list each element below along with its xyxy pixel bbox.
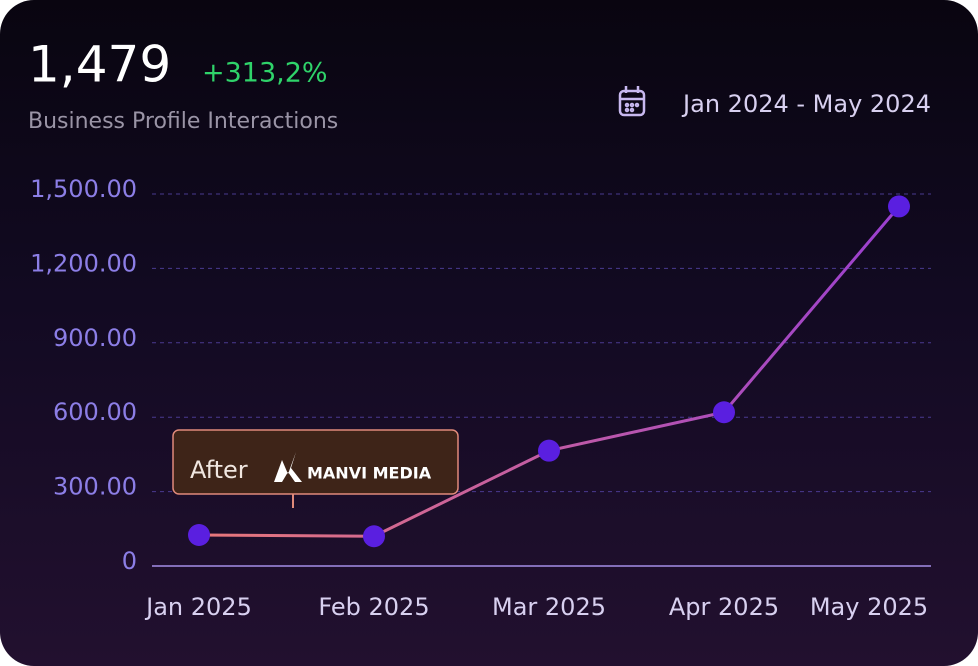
change-value: +313,2% bbox=[202, 58, 328, 89]
x-tick-label: May 2025 bbox=[810, 593, 928, 621]
y-tick-label: 1,200.00 bbox=[30, 249, 137, 277]
x-tick-label: Mar 2025 bbox=[492, 593, 606, 621]
data-point bbox=[538, 439, 560, 462]
x-tick-label: Apr 2025 bbox=[669, 593, 779, 621]
subtitle: Business Profile Interactions bbox=[28, 109, 338, 134]
data-point bbox=[888, 195, 910, 218]
brand-logo bbox=[274, 452, 302, 482]
annotation: After MANVI MEDIA bbox=[172, 429, 459, 508]
date-range: Jan 2024 - May 2024 bbox=[681, 90, 931, 118]
x-tick-label: Jan 2025 bbox=[144, 593, 252, 621]
annotation-box bbox=[172, 429, 459, 495]
annotation-text: After bbox=[190, 456, 248, 484]
x-tick-label: Feb 2025 bbox=[318, 593, 429, 621]
data-point bbox=[363, 525, 385, 548]
y-tick-label: 300.00 bbox=[53, 473, 137, 501]
y-tick-label: 600.00 bbox=[53, 398, 137, 426]
total-value: 1,479 bbox=[28, 36, 171, 94]
data-point bbox=[713, 401, 735, 424]
brand-name: MANVI MEDIA bbox=[307, 464, 432, 483]
y-tick-label: 0 bbox=[122, 547, 137, 575]
y-tick-label: 1,500.00 bbox=[30, 175, 137, 203]
calendar-icon bbox=[618, 86, 646, 117]
y-tick-label: 900.00 bbox=[53, 324, 137, 352]
data-point bbox=[188, 524, 210, 546]
